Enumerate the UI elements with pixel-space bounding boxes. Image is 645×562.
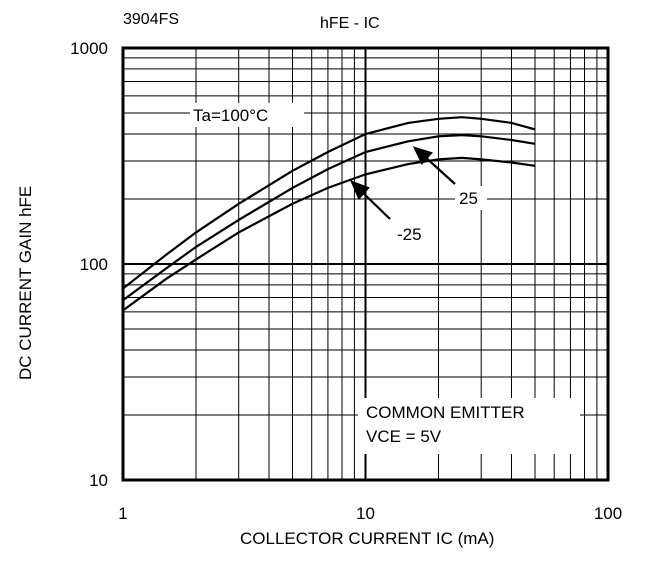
- curves: [122, 116, 536, 312]
- series-label-25: 25: [459, 189, 478, 208]
- x-tick-label: 10: [356, 504, 375, 523]
- y-tick-label: 100: [80, 255, 108, 274]
- series-line-1: [122, 133, 536, 302]
- plot-frame: [121, 46, 610, 482]
- arrow-25: [412, 146, 456, 185]
- condition-vce: VCE = 5V: [366, 427, 442, 446]
- condition-common-emitter: COMMON EMITTER: [366, 403, 525, 422]
- series-line-2: [122, 156, 536, 312]
- tick-labels: 1 10 100 10 100 1000: [70, 39, 622, 523]
- part-number: 3904FS: [123, 11, 179, 28]
- y-axis-label: DC CURRENT GAIN hFE: [16, 186, 35, 380]
- x-axis-label: COLLECTOR CURRENT IC (mA): [240, 529, 494, 548]
- ta-label-bg: [190, 103, 304, 127]
- x-tick-label: 100: [594, 504, 622, 523]
- label-25-bg: [455, 186, 487, 210]
- condition-box-bg: [358, 398, 580, 454]
- series-label-minus25: -25: [397, 225, 422, 244]
- y-tick-label: 10: [89, 471, 108, 490]
- label-m25-bg: [394, 222, 432, 246]
- series-label-100: Ta=100°C: [193, 106, 268, 125]
- series-line-0: [122, 116, 536, 290]
- chart-title: hFE - IC: [320, 15, 380, 32]
- x-tick-label: 1: [118, 504, 127, 523]
- arrow-minus25: [349, 180, 391, 220]
- y-tick-label: 1000: [70, 39, 108, 58]
